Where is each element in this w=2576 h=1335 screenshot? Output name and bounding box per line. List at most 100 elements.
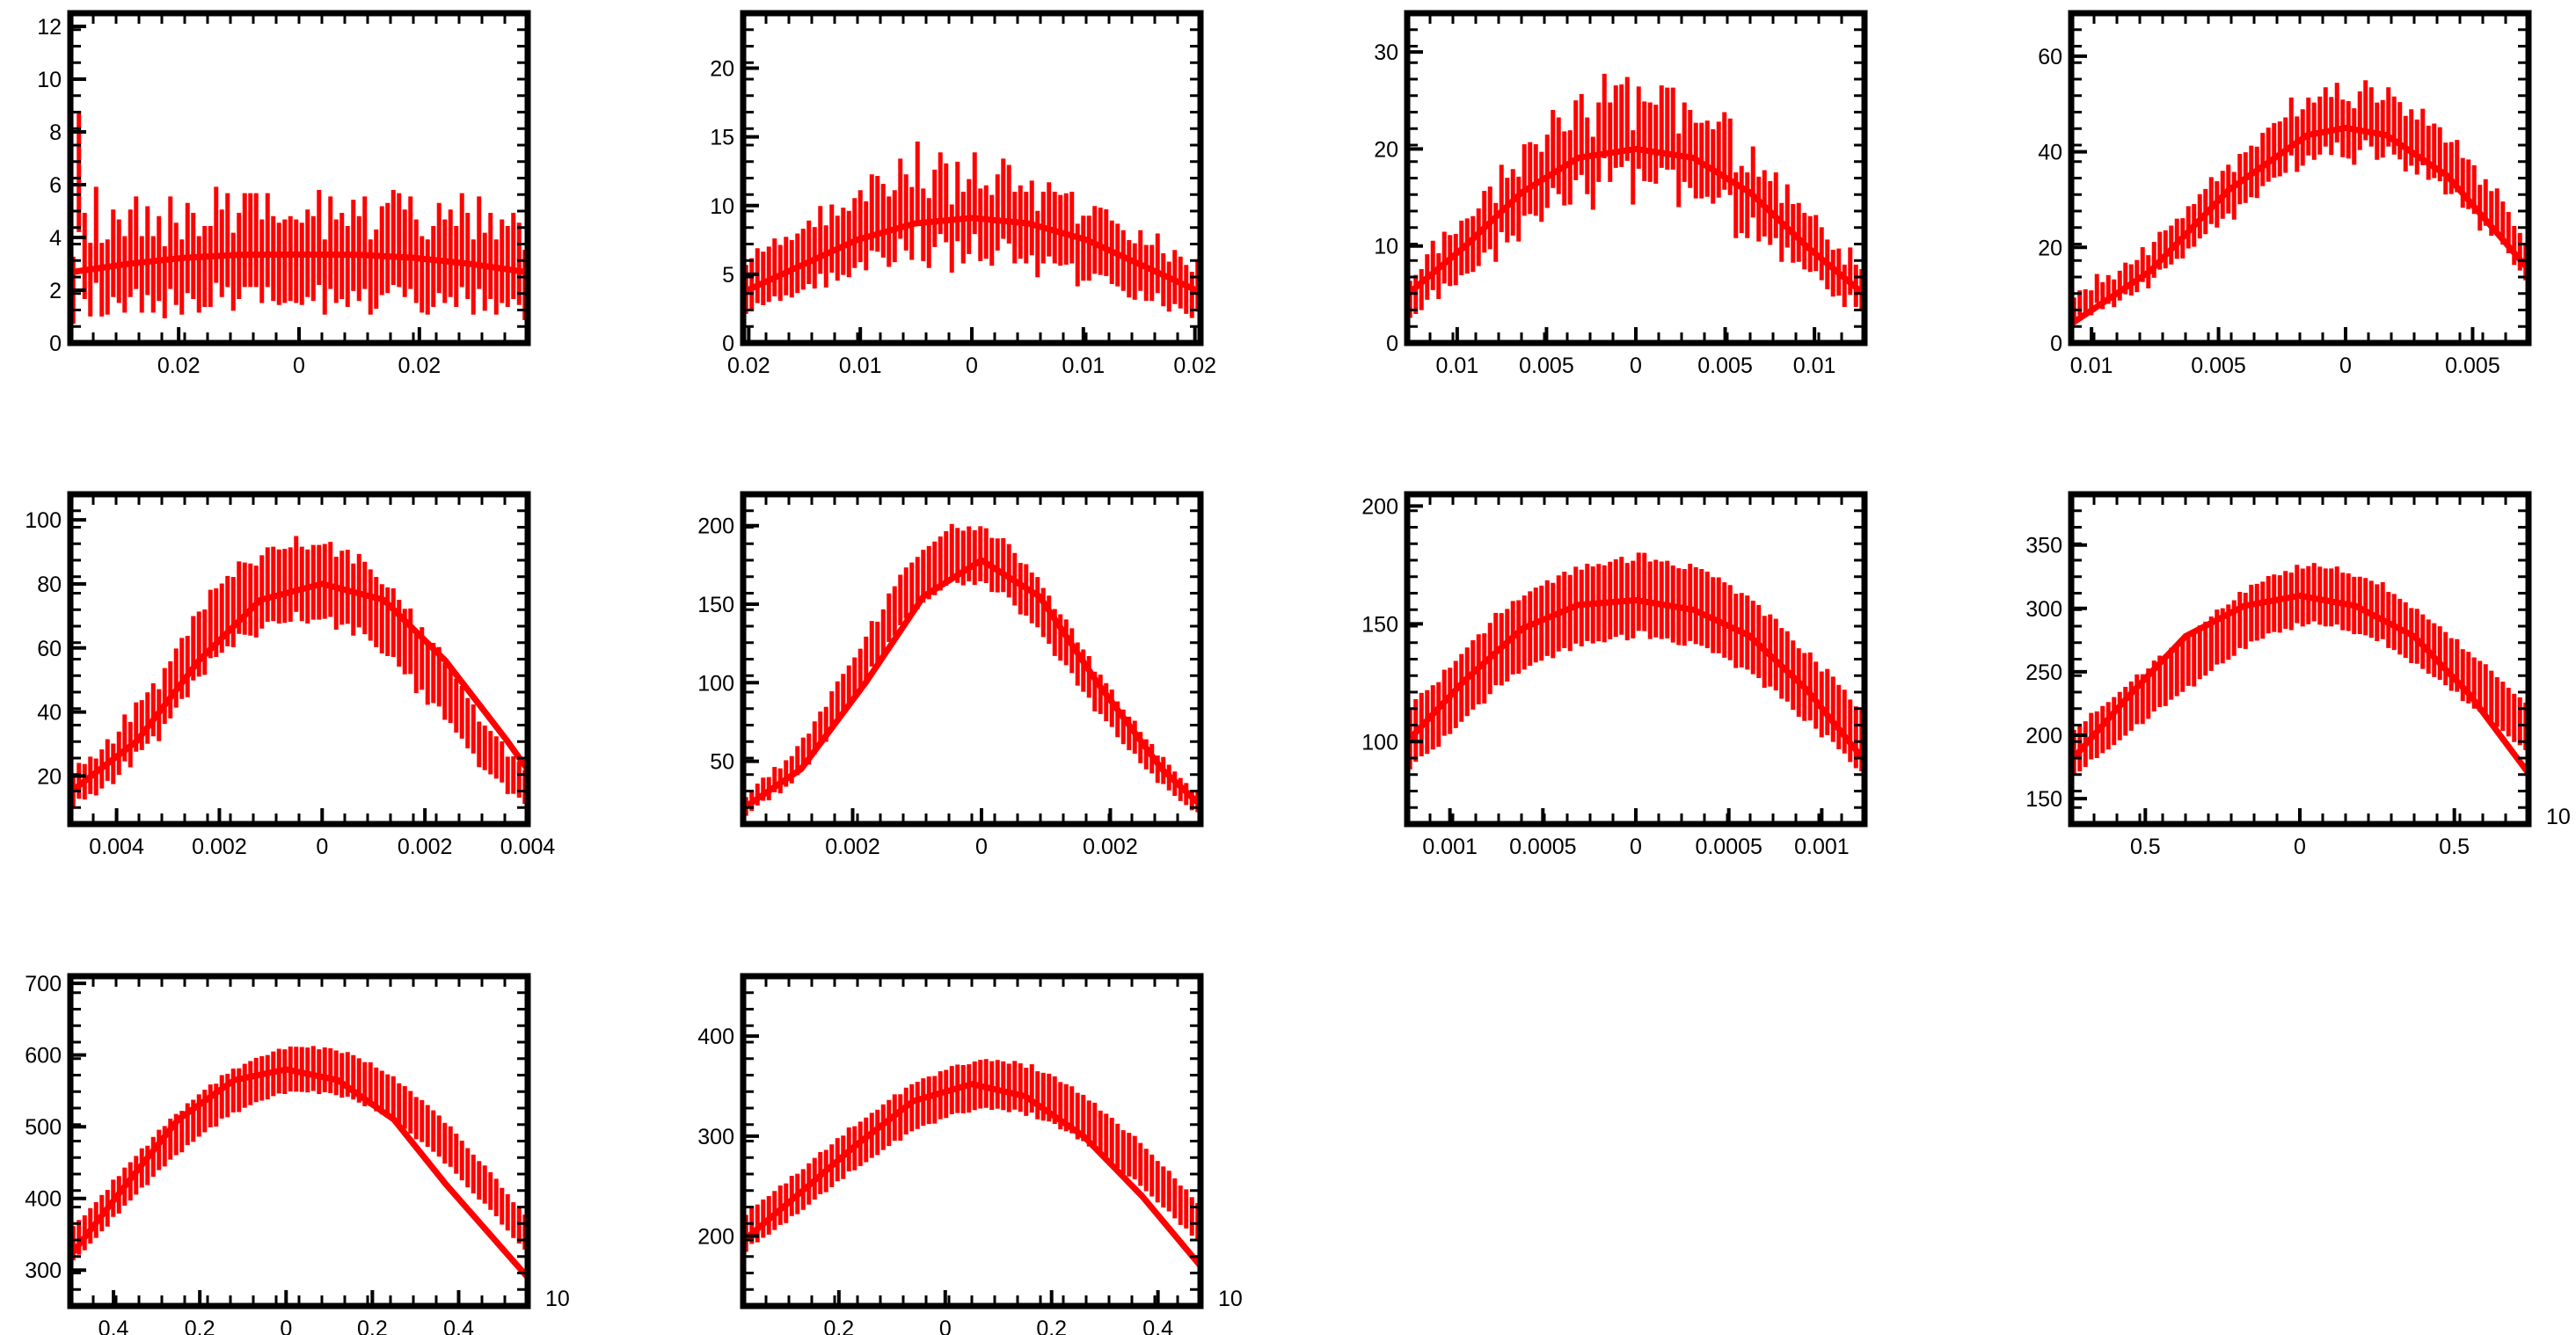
chart-panel-3: 0 10 20 30 0.01 0.005 0 0.005 0.01 (1374, 10, 1868, 378)
x-tick-label: 0 (280, 1317, 292, 1335)
x-tick-label: 0.5 (2130, 835, 2161, 859)
fit-curve (2068, 592, 2532, 777)
x-tick-label: 0.0005 (1509, 835, 1576, 859)
chart-panel-10: 200 300 400 0.2 0 0.2 0.4 10 (697, 973, 1243, 1335)
x-tick-label: 0.004 (500, 835, 556, 859)
y-tick-label: 20 (710, 57, 734, 82)
x-tick-label: 0.02 (398, 354, 441, 378)
y-tick-label: 60 (37, 637, 62, 661)
chart-panel-9: 300 400 500 600 700 0.4 0.2 0 0.2 0.4 10 (25, 972, 570, 1335)
x-tick-label: 0.001 (1422, 835, 1478, 859)
fit-curve (740, 1081, 1204, 1269)
chart-panel-4: 0 20 40 60 0.01 0.005 0 0.005 (2038, 10, 2532, 378)
y-tick-label: 20 (1374, 137, 1398, 162)
y-tick-label: 300 (2025, 597, 2062, 622)
x-tick-label: 0 (293, 354, 305, 378)
x-tick-label: 0.4 (443, 1317, 474, 1335)
chart-panel-8: 150 200 250 300 350 0.5 0 0.5 10 (2025, 491, 2571, 859)
y-tick-label: 15 (710, 126, 734, 150)
x-tick-label: 0.002 (192, 835, 247, 859)
x-tick-label: 0.4 (1142, 1317, 1173, 1335)
y-tick-label: 100 (697, 671, 734, 696)
chart-panel-1: 0 2 4 6 8 10 12 0.02 0 0.02 (37, 10, 531, 378)
x-tick-label: 0.2 (357, 1317, 388, 1335)
y-tick-label: 2 (49, 279, 62, 303)
plot-frame (67, 10, 531, 347)
x-tick-label: 0.002 (825, 835, 880, 859)
y-tick-label: 10 (37, 68, 62, 92)
x-tick-label: 0 (939, 1317, 952, 1335)
y-tick-label: 50 (710, 750, 734, 775)
x-tick-label: 0.005 (1519, 354, 1574, 378)
x-tick-label: 0.01 (1436, 354, 1479, 378)
fit-curve (1404, 145, 1868, 298)
fit-curve (67, 252, 531, 276)
x-tick-label: 0 (2339, 354, 2352, 378)
x-tick-label: 0.001 (1794, 835, 1850, 859)
x-tick-label: 0.002 (1083, 835, 1138, 859)
x-tick-label: 0.2 (185, 1317, 215, 1335)
y-tick-label: 0 (2050, 332, 2062, 356)
x-tick-label: 0.01 (2070, 354, 2113, 378)
plot-frame (1404, 491, 1868, 828)
x-tick-label: 0.2 (823, 1317, 854, 1335)
x-tick-label: 0.004 (89, 835, 144, 859)
y-tick-label: 100 (25, 508, 62, 533)
y-tick-label: 250 (2025, 660, 2062, 685)
x-tick-label: 0.01 (1793, 354, 1836, 378)
x-tick-label: 0.005 (2445, 354, 2500, 378)
y-tick-label: 10 (710, 194, 734, 219)
chart-panel-2: 0 5 10 15 20 0.02 0.01 0 0.01 0.02 (710, 10, 1216, 378)
fit-curve (1404, 597, 1868, 764)
x-tick-label: 0.02 (1173, 354, 1216, 378)
y-tick-label: 400 (25, 1187, 62, 1212)
x-tick-label: 0 (966, 354, 978, 378)
x-tick-label: 0.01 (1062, 354, 1105, 378)
y-tick-label: 600 (25, 1044, 62, 1069)
plot-frame (1404, 10, 1868, 347)
y-tick-label: 20 (37, 764, 62, 789)
fit-curve (2068, 124, 2529, 327)
y-tick-label: 0 (49, 332, 62, 356)
y-tick-label: 400 (697, 1025, 734, 1049)
x-tick-label: 0.2 (1036, 1317, 1067, 1335)
x-tick-label: 0 (1630, 354, 1642, 378)
y-tick-label: 40 (37, 701, 62, 726)
x-tick-label: 0 (316, 835, 328, 859)
fit-curve (67, 580, 531, 796)
y-tick-label: 40 (2038, 141, 2062, 165)
axis-exponent-label: 10 (1218, 1287, 1243, 1311)
y-tick-label: 30 (1374, 40, 1398, 65)
axis-exponent-label: 10 (2546, 805, 2571, 829)
y-tick-label: 100 (1361, 730, 1398, 755)
y-tick-label: 4 (49, 226, 62, 251)
y-tick-label: 300 (25, 1258, 62, 1283)
plot-frame (2068, 10, 2532, 347)
y-tick-label: 20 (2038, 236, 2062, 260)
plot-frame (740, 973, 1204, 1309)
x-tick-label: 0.02 (157, 354, 201, 378)
x-tick-label: 0.01 (839, 354, 882, 378)
y-tick-label: 300 (697, 1125, 734, 1149)
fit-curve (740, 557, 1204, 812)
x-tick-label: 0.4 (99, 1317, 129, 1335)
fit-curve (740, 215, 1204, 295)
x-tick-label: 0 (1630, 835, 1642, 859)
y-tick-label: 200 (697, 1224, 734, 1249)
y-tick-label: 60 (2038, 45, 2062, 69)
y-tick-label: 500 (25, 1115, 62, 1140)
y-tick-label: 200 (697, 514, 734, 539)
plot-frame (740, 491, 1204, 828)
plot-frame (67, 491, 531, 828)
y-tick-label: 80 (37, 573, 62, 597)
y-tick-label: 150 (697, 593, 734, 617)
y-tick-label: 0 (1386, 332, 1398, 356)
plot-frame (740, 10, 1204, 347)
y-tick-label: 0 (722, 332, 734, 356)
x-tick-label: 0.005 (1697, 354, 1753, 378)
x-tick-label: 0 (2294, 835, 2306, 859)
plot-frame (67, 973, 531, 1309)
y-tick-label: 12 (37, 15, 62, 40)
fit-curve (67, 1066, 531, 1280)
x-tick-label: 0.0005 (1695, 835, 1762, 859)
